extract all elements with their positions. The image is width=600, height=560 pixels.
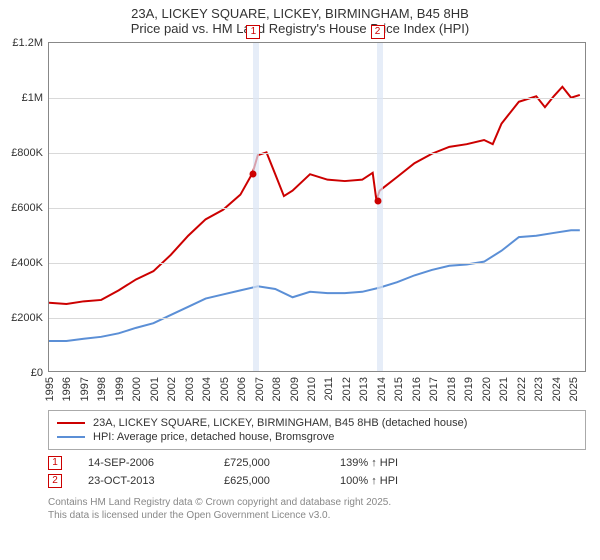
sale-point-dot — [250, 170, 257, 177]
x-axis-label: 2024 — [551, 377, 563, 401]
title-line-1: 23A, LICKEY SQUARE, LICKEY, BIRMINGHAM, … — [0, 6, 600, 21]
footer-line-2: This data is licensed under the Open Gov… — [48, 509, 586, 522]
sale-events: 1 14-SEP-2006 £725,000 139% ↑ HPI 2 23-O… — [48, 456, 586, 488]
x-axis-label: 2021 — [498, 377, 510, 401]
x-axis-label: 2019 — [463, 377, 475, 401]
x-axis-label: 2014 — [376, 377, 388, 401]
gridline — [49, 263, 585, 264]
x-axis-label: 1999 — [114, 377, 126, 401]
x-axis-label: 2010 — [306, 377, 318, 401]
x-axis-label: 2004 — [201, 377, 213, 401]
gridline — [49, 153, 585, 154]
event-hpi: 100% ↑ HPI — [340, 475, 398, 487]
x-axis-label: 2003 — [184, 377, 196, 401]
x-axis-label: 1996 — [61, 377, 73, 401]
y-axis-label: £200K — [11, 312, 43, 324]
event-price: £625,000 — [224, 475, 314, 487]
y-axis-label: £1.2M — [12, 37, 43, 49]
gridline — [49, 208, 585, 209]
legend-swatch — [57, 436, 85, 438]
x-axis-label: 2011 — [323, 377, 335, 401]
event-row: 2 23-OCT-2013 £625,000 100% ↑ HPI — [48, 474, 586, 488]
event-marker-box: 2 — [48, 474, 62, 488]
event-row: 1 14-SEP-2006 £725,000 139% ↑ HPI — [48, 456, 586, 470]
x-axis-label: 2022 — [516, 377, 528, 401]
marker-box: 1 — [246, 25, 260, 39]
x-axis-label: 2001 — [149, 377, 161, 401]
x-axis-label: 2023 — [533, 377, 545, 401]
series-line — [49, 87, 580, 304]
legend-item: HPI: Average price, detached house, Brom… — [57, 431, 577, 443]
event-marker-box: 1 — [48, 456, 62, 470]
legend: 23A, LICKEY SQUARE, LICKEY, BIRMINGHAM, … — [48, 410, 586, 450]
x-axis-label: 2012 — [341, 377, 353, 401]
y-axis-label: £800K — [11, 147, 43, 159]
x-axis-label: 2005 — [219, 377, 231, 401]
event-date: 23-OCT-2013 — [88, 475, 198, 487]
gridline — [49, 318, 585, 319]
highlight-band — [377, 43, 382, 371]
y-axis-label: £600K — [11, 202, 43, 214]
legend-item: 23A, LICKEY SQUARE, LICKEY, BIRMINGHAM, … — [57, 417, 577, 429]
event-hpi: 139% ↑ HPI — [340, 457, 398, 469]
x-axis-label: 2008 — [271, 377, 283, 401]
sale-point-dot — [374, 198, 381, 205]
x-axis-label: 2016 — [411, 377, 423, 401]
x-axis-label: 2018 — [446, 377, 458, 401]
x-axis-label: 2002 — [166, 377, 178, 401]
x-axis-label: 2007 — [254, 377, 266, 401]
event-date: 14-SEP-2006 — [88, 457, 198, 469]
x-axis-label: 1998 — [96, 377, 108, 401]
x-axis-label: 2015 — [393, 377, 405, 401]
gridline — [49, 98, 585, 99]
event-price: £725,000 — [224, 457, 314, 469]
x-axis-label: 2025 — [568, 377, 580, 401]
price-chart: £0£200K£400K£600K£800K£1M£1.2M1995199619… — [48, 42, 586, 372]
title-line-2: Price paid vs. HM Land Registry's House … — [0, 21, 600, 36]
x-axis-label: 2006 — [236, 377, 248, 401]
footer-line-1: Contains HM Land Registry data © Crown c… — [48, 496, 586, 509]
highlight-band — [253, 43, 258, 371]
footer-attribution: Contains HM Land Registry data © Crown c… — [48, 496, 586, 522]
y-axis-label: £0 — [31, 367, 43, 379]
x-axis-label: 2000 — [131, 377, 143, 401]
x-axis-label: 2020 — [481, 377, 493, 401]
x-axis-label: 2017 — [428, 377, 440, 401]
legend-swatch — [57, 422, 85, 424]
legend-label: HPI: Average price, detached house, Brom… — [93, 431, 334, 443]
x-axis-label: 1995 — [44, 377, 56, 401]
x-axis-label: 1997 — [79, 377, 91, 401]
legend-label: 23A, LICKEY SQUARE, LICKEY, BIRMINGHAM, … — [93, 417, 467, 429]
x-axis-label: 2009 — [289, 377, 301, 401]
y-axis-label: £1M — [22, 92, 43, 104]
chart-svg — [49, 43, 585, 371]
x-axis-label: 2013 — [358, 377, 370, 401]
series-line — [49, 230, 580, 341]
marker-box: 2 — [371, 25, 385, 39]
y-axis-label: £400K — [11, 257, 43, 269]
chart-title: 23A, LICKEY SQUARE, LICKEY, BIRMINGHAM, … — [0, 0, 600, 38]
